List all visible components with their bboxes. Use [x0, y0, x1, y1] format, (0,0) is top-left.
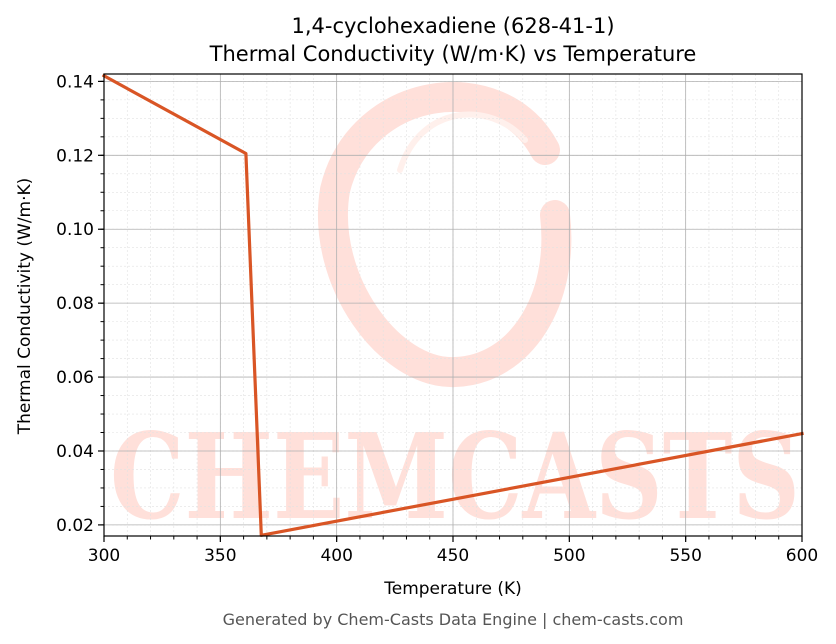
chart-title-line1: 1,4-cyclohexadiene (628-41-1)	[291, 14, 614, 38]
y-tick-label: 0.06	[56, 368, 94, 388]
y-tick-label: 0.08	[56, 294, 94, 314]
y-tick-label: 0.12	[56, 146, 94, 166]
x-tick-label: 550	[669, 546, 701, 566]
chart-title-line2: Thermal Conductivity (W/m·K) vs Temperat…	[209, 42, 697, 66]
y-axis-label: Thermal Conductivity (W/m·K)	[15, 178, 35, 436]
footer-credit: Generated by Chem-Casts Data Engine | ch…	[223, 610, 684, 629]
x-axis-label: Temperature (K)	[383, 579, 522, 599]
watermark: CHEMCASTS	[110, 82, 800, 546]
major-grid	[103, 74, 803, 536]
x-tick-label: 400	[320, 546, 352, 566]
watermark-logo-icon	[318, 82, 572, 387]
axis-ticks	[98, 80, 803, 542]
y-tick-labels: 0.02 0.04 0.06 0.08 0.10 0.12 0.14	[56, 72, 94, 536]
y-tick-label: 0.10	[56, 220, 94, 240]
y-tick-label: 0.04	[56, 442, 94, 462]
y-tick-label: 0.14	[56, 72, 94, 92]
x-tick-label: 500	[553, 546, 585, 566]
x-tick-label: 300	[88, 546, 120, 566]
y-tick-label: 0.02	[56, 516, 94, 536]
series-layer	[101, 73, 804, 537]
watermark-text: CHEMCASTS	[110, 407, 800, 546]
x-tick-label: 350	[204, 546, 236, 566]
x-tick-label: 450	[437, 546, 469, 566]
x-tick-labels: 300 350 400 450 500 550 600	[88, 546, 818, 566]
x-tick-label: 600	[786, 546, 818, 566]
series-line	[101, 73, 804, 537]
